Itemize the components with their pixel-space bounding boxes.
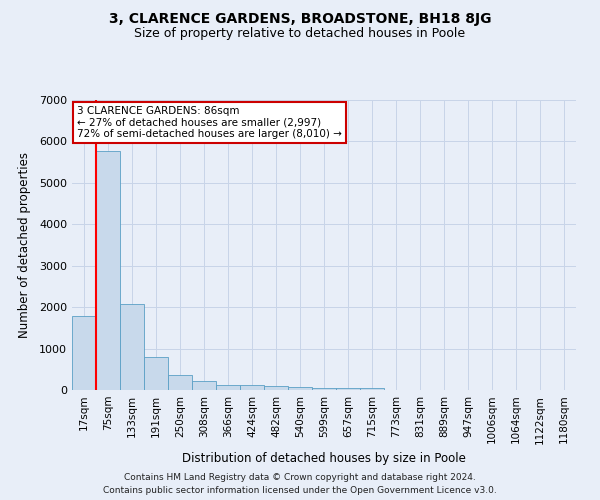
Y-axis label: Number of detached properties: Number of detached properties — [17, 152, 31, 338]
Bar — [288, 387, 312, 390]
Text: 3 CLARENCE GARDENS: 86sqm
← 27% of detached houses are smaller (2,997)
72% of se: 3 CLARENCE GARDENS: 86sqm ← 27% of detac… — [77, 106, 342, 139]
Bar — [192, 381, 216, 390]
Bar — [96, 150, 120, 390]
Text: 3, CLARENCE GARDENS, BROADSTONE, BH18 8JG: 3, CLARENCE GARDENS, BROADSTONE, BH18 8J… — [109, 12, 491, 26]
Text: Contains HM Land Registry data © Crown copyright and database right 2024.
Contai: Contains HM Land Registry data © Crown c… — [103, 474, 497, 495]
Bar — [216, 384, 240, 390]
Bar — [336, 388, 360, 390]
Bar — [240, 385, 264, 390]
Bar — [168, 374, 192, 390]
X-axis label: Distribution of detached houses by size in Poole: Distribution of detached houses by size … — [182, 452, 466, 465]
Bar — [264, 386, 288, 390]
Bar — [312, 388, 336, 390]
Bar — [72, 316, 96, 390]
Bar — [120, 304, 144, 390]
Bar — [144, 357, 168, 390]
Text: Size of property relative to detached houses in Poole: Size of property relative to detached ho… — [134, 28, 466, 40]
Bar — [360, 388, 384, 390]
